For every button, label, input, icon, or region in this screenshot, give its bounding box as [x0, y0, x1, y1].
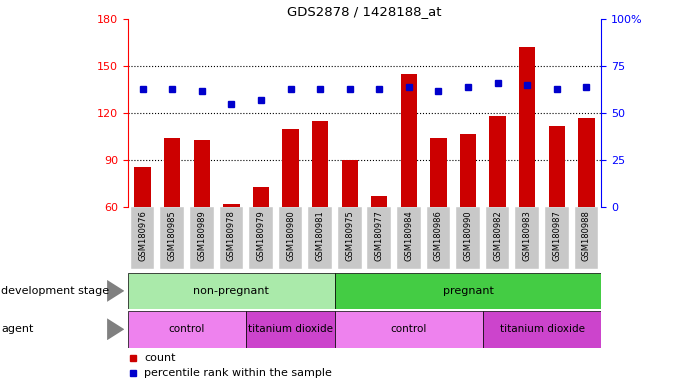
Bar	[483, 311, 601, 348]
Text: GSM180978: GSM180978	[227, 210, 236, 261]
Text: GSM180975: GSM180975	[346, 210, 354, 261]
Bar	[456, 207, 480, 269]
Bar	[486, 207, 509, 269]
Bar	[549, 126, 565, 207]
Text: GSM180979: GSM180979	[256, 210, 265, 261]
Bar	[397, 207, 421, 269]
Bar	[574, 207, 598, 269]
Bar	[578, 118, 594, 207]
Text: GSM180981: GSM180981	[316, 210, 325, 261]
Bar	[253, 187, 269, 207]
Text: titanium dioxide: titanium dioxide	[248, 324, 333, 334]
Bar	[401, 74, 417, 207]
Bar	[426, 207, 451, 269]
Bar	[515, 207, 539, 269]
Text: GSM180988: GSM180988	[582, 210, 591, 261]
Text: GSM180985: GSM180985	[168, 210, 177, 261]
Text: control: control	[390, 324, 427, 334]
Text: GSM180990: GSM180990	[464, 210, 473, 261]
Title: GDS2878 / 1428188_at: GDS2878 / 1428188_at	[287, 5, 442, 18]
Text: non-pregnant: non-pregnant	[193, 286, 269, 296]
Text: GSM180977: GSM180977	[375, 210, 384, 261]
Bar	[335, 311, 483, 348]
Text: GSM180984: GSM180984	[404, 210, 413, 261]
Text: titanium dioxide: titanium dioxide	[500, 324, 585, 334]
Bar	[519, 48, 536, 207]
Text: count: count	[144, 353, 176, 363]
Text: GSM180976: GSM180976	[138, 210, 147, 261]
Bar	[335, 273, 601, 309]
Text: GSM180989: GSM180989	[198, 210, 207, 261]
Bar	[338, 207, 361, 269]
Bar	[341, 161, 358, 207]
Bar	[489, 116, 506, 207]
Bar	[160, 207, 184, 269]
Text: agent: agent	[1, 324, 34, 334]
Polygon shape	[107, 318, 124, 340]
Text: GSM180982: GSM180982	[493, 210, 502, 261]
Bar	[223, 204, 240, 207]
Bar	[308, 207, 332, 269]
Bar	[128, 311, 246, 348]
Bar	[283, 129, 299, 207]
Bar	[249, 207, 273, 269]
Bar	[545, 207, 569, 269]
Bar	[220, 207, 243, 269]
Bar	[164, 138, 180, 207]
Bar	[460, 134, 476, 207]
Text: control: control	[169, 324, 205, 334]
Bar	[312, 121, 328, 207]
Text: GSM180983: GSM180983	[522, 210, 531, 261]
Text: GSM180987: GSM180987	[552, 210, 561, 261]
Bar	[278, 207, 303, 269]
Text: percentile rank within the sample: percentile rank within the sample	[144, 368, 332, 378]
Text: GSM180980: GSM180980	[286, 210, 295, 261]
Bar	[246, 311, 335, 348]
Text: pregnant: pregnant	[443, 286, 493, 296]
Bar	[128, 273, 335, 309]
Text: development stage: development stage	[1, 286, 109, 296]
Bar	[190, 207, 214, 269]
Bar	[193, 140, 210, 207]
Bar	[135, 167, 151, 207]
Bar	[131, 207, 155, 269]
Text: GSM180986: GSM180986	[434, 210, 443, 261]
Bar	[368, 207, 391, 269]
Bar	[430, 138, 446, 207]
Bar	[371, 196, 388, 207]
Polygon shape	[107, 280, 124, 302]
